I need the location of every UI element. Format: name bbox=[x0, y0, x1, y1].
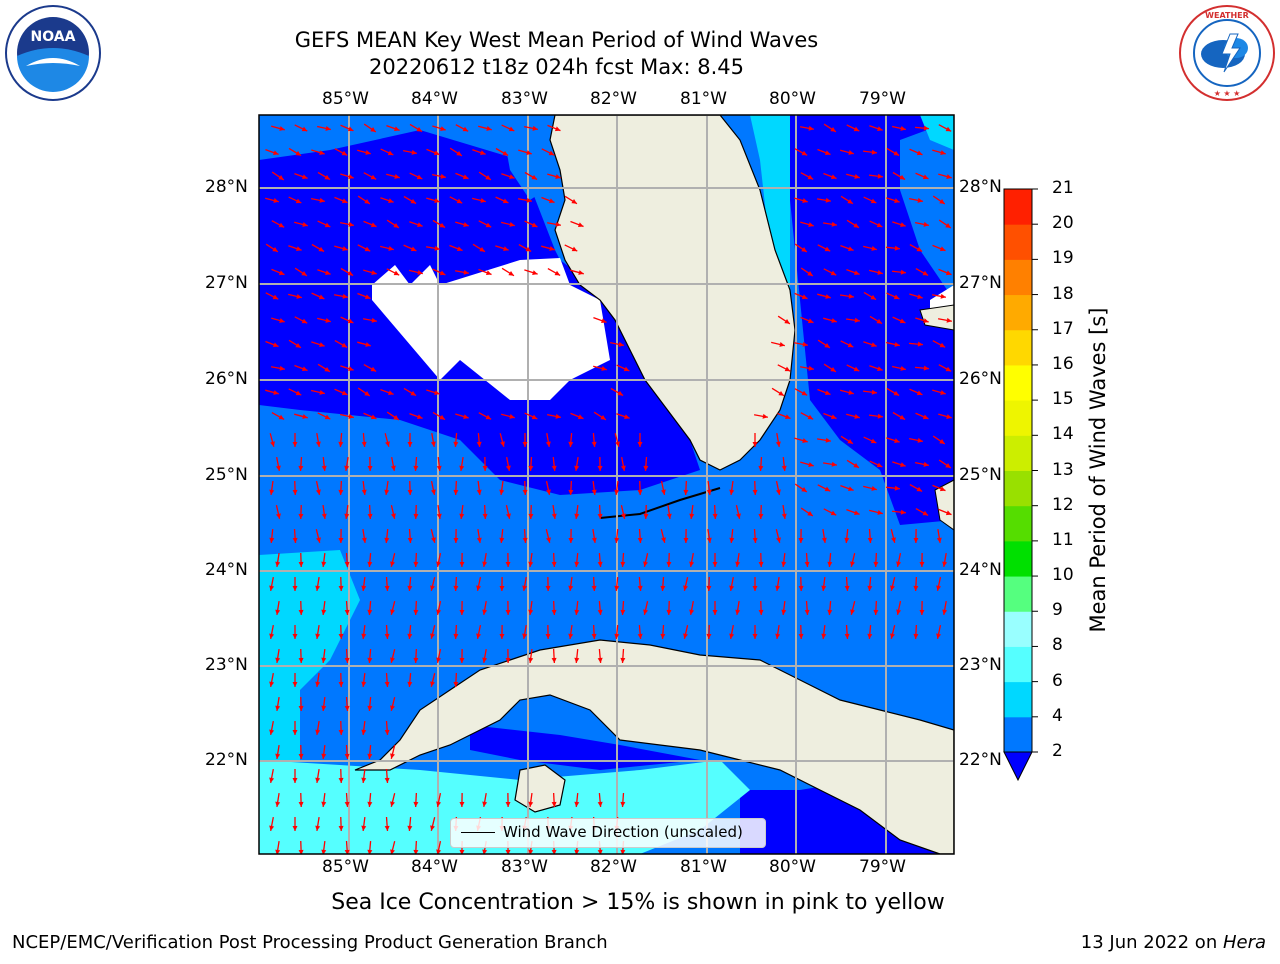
sea-ice-note: Sea Ice Concentration > 15% is shown in … bbox=[258, 890, 1018, 915]
footer-credit: NCEP/EMC/Verification Post Processing Pr… bbox=[12, 932, 608, 953]
lat-label-left: 26°N bbox=[205, 369, 248, 389]
colorbar-tick-label: 9 bbox=[1052, 600, 1063, 620]
lon-label-top: 83°W bbox=[501, 89, 548, 109]
colorbar-segment bbox=[1004, 189, 1032, 225]
lon-label-top: 79°W bbox=[859, 89, 906, 109]
colorbar-segment bbox=[1004, 400, 1032, 436]
colorbar-tick-label: 14 bbox=[1052, 424, 1074, 444]
lon-label-bottom: 79°W bbox=[859, 857, 906, 877]
colorbar-segment bbox=[1004, 330, 1032, 366]
footer-date: 13 Jun 2022 on Hera bbox=[1081, 932, 1266, 953]
lat-label-right: 26°N bbox=[959, 369, 1002, 389]
legend-label: Wind Wave Direction (unscaled) bbox=[503, 823, 743, 841]
lon-label-bottom: 85°W bbox=[322, 857, 369, 877]
colorbar-tick-label: 21 bbox=[1052, 178, 1074, 198]
lon-label-bottom: 80°W bbox=[769, 857, 816, 877]
colorbar-tick-label: 11 bbox=[1052, 530, 1074, 550]
colorbar-tick-label: 6 bbox=[1052, 671, 1063, 691]
lon-label-bottom: 82°W bbox=[590, 857, 637, 877]
lon-label-top: 80°W bbox=[769, 89, 816, 109]
lat-label-left: 28°N bbox=[205, 177, 248, 197]
lat-label-right: 23°N bbox=[959, 655, 1002, 675]
colorbar-segment bbox=[1004, 611, 1032, 647]
colorbar-tick-label: 16 bbox=[1052, 354, 1074, 374]
colorbar-tick-label: 15 bbox=[1052, 389, 1074, 409]
colorbar-tick-label: 17 bbox=[1052, 319, 1074, 339]
colorbar-segment bbox=[1004, 295, 1032, 331]
lat-label-left: 23°N bbox=[205, 655, 248, 675]
lat-label-right: 25°N bbox=[959, 465, 1002, 485]
colorbar-tick-label: 12 bbox=[1052, 495, 1074, 515]
colorbar-extend-triangle bbox=[1004, 752, 1032, 780]
lat-label-left: 22°N bbox=[205, 750, 248, 770]
lon-label-top: 85°W bbox=[322, 89, 369, 109]
lat-label-left: 25°N bbox=[205, 465, 248, 485]
colorbar-segment bbox=[1004, 259, 1032, 295]
lat-label-left: 27°N bbox=[205, 273, 248, 293]
colorbar-tick-label: 18 bbox=[1052, 284, 1074, 304]
colorbar-tick-label: 10 bbox=[1052, 565, 1074, 585]
colorbar-segment bbox=[1004, 646, 1032, 682]
colorbar bbox=[1004, 189, 1038, 780]
footer-host: Hera bbox=[1223, 932, 1266, 953]
colorbar-tick-label: 19 bbox=[1052, 248, 1074, 268]
footer-date-text: 13 Jun 2022 on bbox=[1081, 932, 1223, 953]
colorbar-segment bbox=[1004, 365, 1032, 401]
colorbar-label: Mean Period of Wind Waves [s] bbox=[1086, 308, 1110, 633]
colorbar-segment bbox=[1004, 682, 1032, 718]
colorbar-segment bbox=[1004, 224, 1032, 260]
colorbar-tick-label: 2 bbox=[1052, 741, 1063, 761]
colorbar-tick-label: 20 bbox=[1052, 213, 1074, 233]
lon-label-top: 82°W bbox=[590, 89, 637, 109]
lat-label-right: 24°N bbox=[959, 560, 1002, 580]
lon-label-bottom: 83°W bbox=[501, 857, 548, 877]
colorbar-tick-label: 13 bbox=[1052, 460, 1074, 480]
lat-label-left: 24°N bbox=[205, 560, 248, 580]
colorbar-segment bbox=[1004, 506, 1032, 542]
colorbar-segment bbox=[1004, 541, 1032, 577]
lat-label-right: 28°N bbox=[959, 177, 1002, 197]
map-legend: Wind Wave Direction (unscaled) bbox=[450, 818, 766, 848]
lon-label-bottom: 84°W bbox=[411, 857, 458, 877]
lon-label-bottom: 81°W bbox=[680, 857, 727, 877]
lon-label-top: 84°W bbox=[411, 89, 458, 109]
lon-label-top: 81°W bbox=[680, 89, 727, 109]
colorbar-segment bbox=[1004, 471, 1032, 507]
colorbar-segment bbox=[1004, 435, 1032, 471]
colorbar-segment bbox=[1004, 576, 1032, 612]
colorbar-tick-label: 8 bbox=[1052, 635, 1063, 655]
colorbar-segment bbox=[1004, 717, 1032, 753]
lat-label-right: 22°N bbox=[959, 750, 1002, 770]
lat-label-right: 27°N bbox=[959, 273, 1002, 293]
legend-line-icon bbox=[461, 832, 495, 833]
colorbar-tick-label: 4 bbox=[1052, 706, 1063, 726]
